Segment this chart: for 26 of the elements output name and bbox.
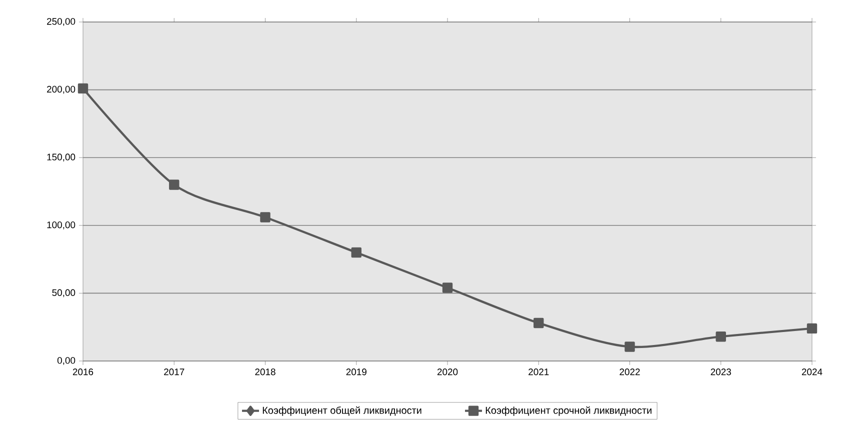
x-tick-label: 2019 bbox=[346, 368, 366, 376]
y-tick-label: 0,00 bbox=[57, 357, 76, 365]
point bbox=[169, 180, 180, 190]
x-tick-label: 2020 bbox=[437, 368, 458, 376]
point bbox=[442, 282, 453, 293]
point bbox=[78, 83, 88, 94]
x-tick-label: 2017 bbox=[164, 368, 184, 376]
y-tick-label: 150,00 bbox=[47, 154, 76, 162]
x-tick-label: 2021 bbox=[528, 368, 549, 376]
x-tick-label: 2024 bbox=[802, 368, 822, 376]
point bbox=[534, 318, 544, 328]
x-tick-label: 2023 bbox=[710, 368, 731, 376]
y-tick-label: 250,00 bbox=[47, 18, 76, 26]
point bbox=[624, 342, 635, 352]
x-tick-label: 2018 bbox=[255, 368, 276, 376]
point bbox=[806, 323, 818, 334]
y-tick-label: 50,00 bbox=[52, 289, 76, 298]
point bbox=[260, 212, 270, 222]
point bbox=[716, 331, 726, 342]
x-tick-label: 2016 bbox=[72, 368, 94, 376]
legend-label: Коэффициент общей ликвидности bbox=[262, 406, 422, 416]
legend-label: Коэффициент срочной ликвидности bbox=[486, 406, 652, 416]
point bbox=[351, 247, 362, 258]
y-tick-label: 200,00 bbox=[47, 86, 76, 94]
y-tick-label: 100,00 bbox=[47, 221, 76, 230]
x-tick-label: 2022 bbox=[620, 368, 640, 376]
